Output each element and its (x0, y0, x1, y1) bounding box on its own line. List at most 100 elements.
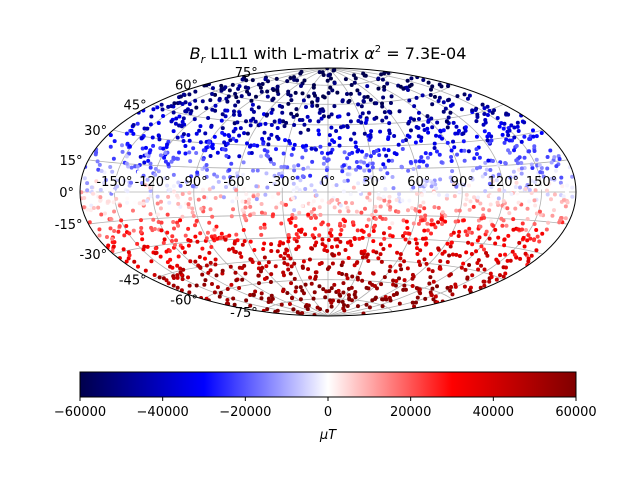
data-point (512, 135, 517, 140)
data-point (147, 150, 152, 155)
data-point (547, 181, 552, 186)
data-point (249, 257, 254, 262)
data-point (188, 196, 193, 201)
data-point (496, 260, 501, 265)
data-point (298, 130, 303, 135)
data-point (162, 155, 167, 160)
data-point (300, 144, 305, 149)
data-point (373, 216, 378, 221)
data-point (418, 248, 423, 253)
data-point (388, 205, 393, 210)
data-point (529, 253, 534, 258)
colorbar-tick-label: 20000 (390, 405, 431, 420)
data-point (345, 276, 350, 281)
data-point (161, 114, 166, 119)
data-point (390, 234, 395, 239)
data-point (266, 260, 271, 265)
data-point (156, 120, 161, 125)
data-point (284, 247, 289, 252)
data-point (455, 152, 460, 157)
data-point (359, 210, 364, 215)
data-point (172, 243, 177, 248)
data-point (225, 287, 230, 292)
data-point (332, 68, 337, 72)
data-point (464, 250, 469, 255)
lon-tick-label: 30° (362, 175, 385, 190)
data-point (428, 151, 433, 156)
data-point (424, 179, 429, 184)
data-point (350, 150, 355, 155)
data-point (512, 125, 517, 130)
data-point (300, 155, 305, 160)
data-point (383, 216, 388, 221)
data-point (290, 295, 295, 300)
data-point (309, 215, 314, 220)
data-point (131, 123, 136, 128)
data-point (243, 216, 248, 221)
data-point (309, 183, 314, 188)
data-point (193, 234, 198, 239)
data-point (265, 94, 270, 99)
data-point (449, 159, 454, 164)
parallel-line (88, 214, 568, 225)
data-point (348, 91, 353, 96)
data-point (294, 107, 299, 112)
data-point (343, 219, 348, 224)
data-point (446, 115, 451, 120)
data-point (151, 217, 156, 222)
data-point (415, 246, 419, 251)
data-point (275, 89, 280, 94)
data-point (356, 181, 361, 186)
data-point (522, 244, 527, 249)
data-point (258, 269, 263, 274)
data-point (321, 161, 326, 166)
data-point (200, 246, 205, 251)
data-point (485, 113, 490, 118)
data-point (312, 290, 317, 295)
data-point (260, 136, 265, 141)
data-point (531, 238, 536, 243)
colorbar-tick-label: −60000 (54, 405, 106, 420)
lat-tick-label: 60° (175, 79, 198, 94)
data-point (219, 231, 224, 236)
data-point (438, 177, 443, 182)
data-point (81, 205, 86, 210)
data-point (287, 217, 292, 222)
data-point (124, 131, 129, 136)
lat-tick-label: 15° (59, 154, 82, 169)
data-point (388, 101, 393, 106)
colorbar-label-unit: μT (319, 428, 337, 443)
data-point (280, 110, 285, 115)
data-point (502, 188, 507, 193)
data-point (433, 225, 438, 230)
data-point (243, 199, 248, 204)
data-point (374, 101, 379, 106)
data-point (544, 200, 549, 205)
data-point (301, 259, 306, 264)
data-point (514, 180, 519, 185)
data-point (212, 172, 217, 177)
data-point (336, 299, 341, 304)
data-point (215, 285, 220, 290)
data-point (504, 137, 509, 142)
data-point (169, 119, 174, 124)
data-point (513, 184, 518, 189)
data-point (197, 254, 202, 259)
data-point (534, 134, 539, 139)
data-point (330, 261, 335, 266)
data-point (178, 183, 183, 188)
data-point (517, 155, 522, 160)
data-point (111, 200, 116, 205)
data-point (171, 220, 176, 225)
data-point (221, 195, 226, 200)
data-point (282, 124, 287, 129)
data-point (186, 132, 191, 137)
data-point (293, 216, 298, 221)
data-point (405, 266, 410, 271)
data-point (192, 117, 197, 122)
data-point (387, 131, 392, 136)
data-point (457, 208, 462, 213)
data-point (515, 120, 520, 125)
data-point (338, 232, 343, 237)
data-point (496, 172, 501, 177)
